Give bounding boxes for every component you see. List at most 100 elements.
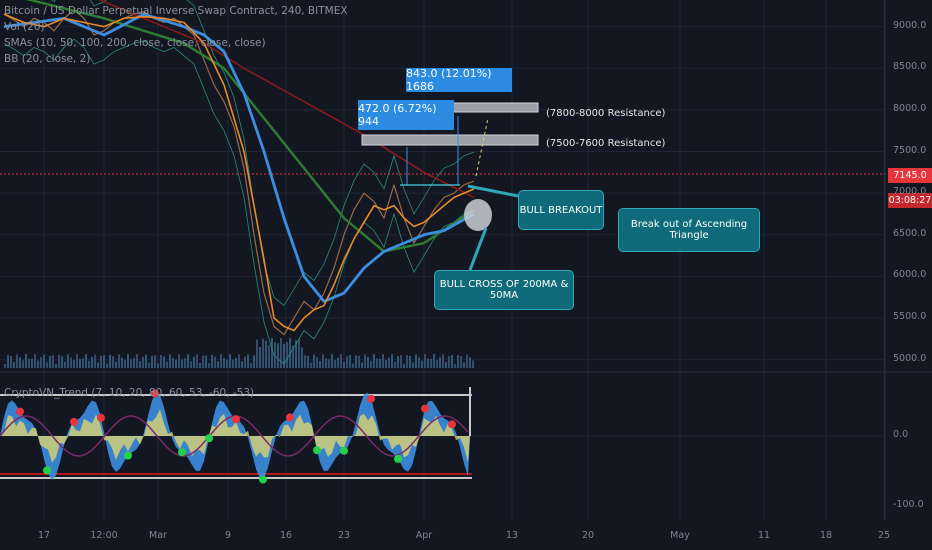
volume-bar: [133, 358, 135, 368]
volume-bar: [424, 354, 426, 368]
osc-signal-dot: [232, 415, 240, 424]
osc-fill-yellow: [0, 409, 470, 463]
volume-bar: [379, 359, 381, 368]
volume-bar: [184, 358, 186, 368]
volume-bar: [247, 354, 249, 368]
volume-bar: [454, 363, 456, 368]
volume-bar: [193, 356, 195, 368]
volume-bar: [472, 360, 474, 368]
bb-upper: [51, 0, 475, 307]
volume-bar: [46, 362, 48, 368]
volume-bar: [103, 355, 105, 368]
volume-bar: [340, 354, 342, 368]
volume-bar: [238, 354, 240, 368]
callout-bull-cross: BULL CROSS OF 200MA & 50MA: [434, 270, 574, 310]
volume-bar: [301, 347, 303, 368]
callout-pointer-breakout: [467, 184, 519, 198]
osc-signal-dot: [313, 446, 321, 455]
volume-bar: [250, 363, 252, 368]
volume-bar: [421, 360, 423, 368]
y-tick-label: 6500.0: [893, 227, 927, 239]
volume-bar: [316, 356, 318, 368]
volume-bar: [34, 354, 36, 368]
measure-box-843: 843.0 (12.01%) 1686: [406, 67, 512, 93]
volume-bar: [178, 354, 180, 368]
volume-bar: [49, 355, 51, 368]
volume-bar: [202, 355, 204, 368]
x-tick-label: 18: [819, 530, 833, 541]
volume-bar: [439, 357, 441, 368]
volume-bar: [223, 357, 225, 368]
volume-bar: [121, 357, 123, 368]
volume-bar: [190, 361, 192, 368]
volume-bar: [175, 359, 177, 368]
y-tick-label: 7500.0: [893, 144, 927, 156]
volume-bar: [364, 354, 366, 368]
volume-bar: [94, 354, 96, 368]
legend-smas: SMAs (10, 50, 100, 200, close, close, cl…: [4, 37, 266, 49]
legend-indicator: CryptoVN_Trend (7, 10, 20, 80, 60, 53, -…: [4, 387, 255, 399]
series-sma-100: [25, 0, 475, 253]
oscillator-panel: [0, 387, 885, 484]
volume-bar: [4, 364, 6, 368]
volume-bar: [469, 357, 471, 368]
osc-signal-dot: [70, 417, 78, 426]
volume-bar: [181, 359, 183, 368]
volume-bar: [112, 356, 114, 368]
volume-bar: [334, 359, 336, 368]
volume-bar: [220, 354, 222, 368]
volume-bar: [28, 358, 30, 368]
volume-bar: [19, 357, 21, 368]
volume-bar: [463, 362, 465, 368]
volume-bar: [145, 354, 147, 368]
projection-line: [475, 117, 489, 177]
volume-bar: [370, 360, 372, 368]
osc-signal-dot: [340, 446, 348, 455]
volume-bar: [88, 360, 90, 368]
volume-bar: [268, 345, 270, 368]
volume-bar: [208, 363, 210, 368]
osc-signal-dot: [97, 413, 105, 422]
osc-signal-dot: [178, 448, 186, 457]
x-tick-label: 17: [37, 530, 51, 541]
volume-bar: [355, 355, 357, 368]
volume-bar: [325, 358, 327, 368]
volume-bar: [139, 360, 141, 368]
volume-bar: [16, 354, 18, 368]
osc-signal-dot: [259, 475, 267, 484]
y-tick-label: 8500.0: [893, 61, 927, 73]
y-tick-label: 5000.0: [893, 352, 927, 364]
volume-bar: [253, 355, 255, 368]
osc-signal-dot: [43, 466, 51, 475]
volume-bar: [79, 358, 81, 368]
volume-bar: [232, 359, 234, 368]
volume-bar: [91, 357, 93, 368]
volume-bar: [259, 346, 261, 368]
volume-bar: [136, 354, 138, 368]
volume-bar: [274, 342, 276, 368]
x-tick-label: Mar: [149, 530, 167, 541]
resistance-label-7800: (7800-8000 Resistance): [546, 108, 666, 119]
volume-bar: [52, 355, 54, 368]
resistance-zone-7500: [361, 134, 539, 146]
volume-bar: [466, 354, 468, 368]
volume-bar: [283, 343, 285, 368]
volume-bar: [295, 340, 297, 368]
measure-box-472: 472.0 (6.72%) 944: [358, 100, 454, 130]
volume-bar: [67, 354, 69, 368]
volume-bar: [397, 356, 399, 368]
volume-bar: [154, 355, 156, 368]
osc-signal-dot: [367, 394, 375, 403]
volume-bar: [109, 354, 111, 368]
volume-bar: [172, 357, 174, 368]
x-tick-label: 11: [757, 530, 771, 541]
volume-bar: [358, 355, 360, 368]
osc-fill-blue: [0, 392, 470, 480]
osc-signal-dot: [448, 420, 456, 429]
chart-title: Bitcoin / US Dollar Perpetual Inverse Sw…: [4, 5, 348, 17]
indicator-tick-label: -100.0: [893, 499, 924, 510]
volume-bar: [196, 354, 198, 368]
volume-bar: [100, 355, 102, 368]
osc-signal-dot: [124, 451, 132, 460]
